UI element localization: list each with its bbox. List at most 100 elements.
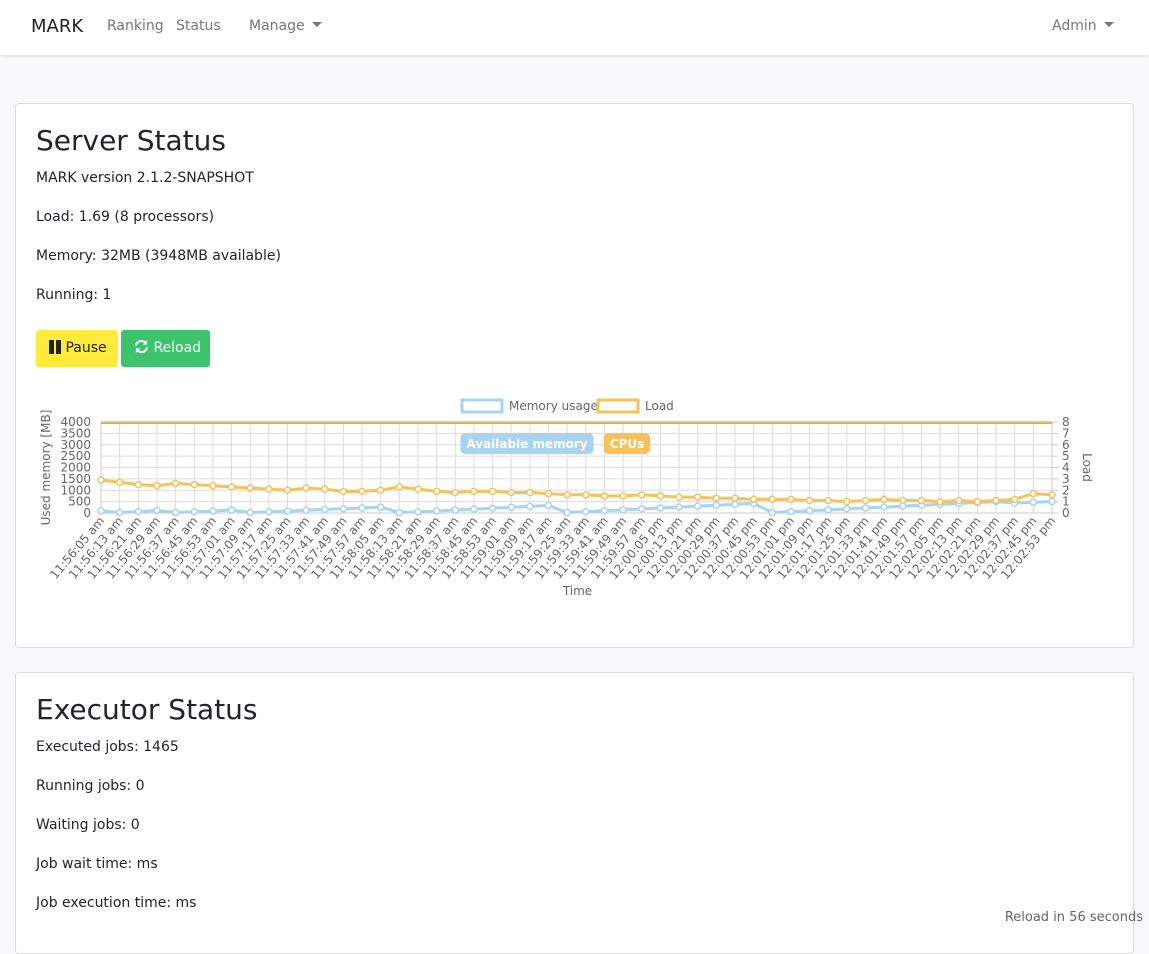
point: [395, 508, 404, 517]
point: [619, 492, 627, 500]
y2-tick-label: 6: [1062, 438, 1070, 452]
point: [526, 502, 534, 511]
navbar: MARK Ranking Status Manage Admin: [0, 0, 1149, 55]
point: [787, 507, 795, 516]
pause-button[interactable]: Pause: [36, 330, 118, 367]
y2-tick-label: 8: [1062, 415, 1070, 429]
point: [563, 491, 571, 499]
pause-icon: [49, 340, 61, 354]
point: [638, 491, 646, 499]
point: [97, 506, 105, 515]
point: [246, 508, 254, 517]
y-tick-label: 0: [83, 506, 91, 520]
point: [1010, 495, 1019, 504]
point: [339, 487, 348, 496]
point: [265, 485, 273, 493]
x-axis-title: Time: [562, 584, 592, 598]
user-menu[interactable]: Admin: [1052, 18, 1114, 34]
point: [973, 497, 982, 506]
point: [936, 497, 944, 506]
point: [1048, 491, 1056, 499]
point: [787, 495, 795, 504]
info: Job execution time: ms: [36, 895, 197, 911]
y-tick-label: 500: [68, 495, 91, 509]
y-tick-label: 3000: [60, 438, 91, 452]
info: MARK version 2.1.2-SNAPSHOT: [36, 170, 254, 186]
point: [358, 487, 366, 496]
nav-dropdown[interactable]: Manage: [249, 18, 322, 34]
point: [470, 487, 478, 496]
point: [544, 501, 553, 510]
info: Executed jobs: 1465: [36, 739, 179, 755]
point: [861, 496, 870, 505]
point: [358, 504, 366, 512]
point: [190, 480, 198, 489]
label: Reload: [153, 340, 202, 356]
point: [1029, 498, 1038, 507]
point: [321, 485, 329, 493]
point: [880, 495, 888, 504]
point: [731, 500, 739, 509]
point: [227, 506, 236, 514]
point: [861, 504, 870, 512]
point: [432, 507, 441, 515]
point: [488, 504, 497, 512]
series-line: [100, 478, 1053, 504]
point: [246, 484, 254, 492]
reload-button[interactable]: Reload: [121, 330, 210, 367]
legend-label: Memory usage: [509, 399, 598, 413]
info: Running jobs: 0: [36, 778, 145, 794]
point: [731, 494, 739, 502]
point: [302, 484, 310, 492]
y2-tick-label: 7: [1062, 426, 1070, 440]
annotation-label: CPUs: [610, 437, 645, 451]
point: [302, 506, 310, 515]
point: [376, 486, 385, 494]
point: [600, 506, 609, 515]
label: Pause: [65, 340, 107, 356]
point: [805, 506, 814, 515]
point: [470, 505, 478, 513]
legend-label: Load: [645, 399, 674, 413]
nav-link[interactable]: Ranking: [107, 18, 164, 34]
point: [507, 488, 515, 497]
info: Memory: 32MB (3948MB available): [36, 248, 281, 264]
point: [283, 507, 292, 515]
point: [656, 492, 665, 500]
point: [134, 507, 143, 516]
point: [376, 503, 385, 511]
point: [488, 487, 497, 496]
nav-link[interactable]: Status: [176, 18, 221, 34]
point: [153, 481, 161, 490]
reload-countdown: Reload in 56 seconds: [1004, 910, 1143, 925]
point: [115, 508, 124, 517]
point: [507, 503, 515, 512]
point: [880, 503, 888, 511]
y2-axis-title: Load: [1080, 453, 1094, 482]
point: [656, 504, 665, 512]
point: [712, 501, 721, 510]
point: [843, 505, 851, 513]
y2-tick-label: 1: [1062, 495, 1070, 509]
annotation-box: [603, 433, 651, 454]
point: [526, 488, 534, 497]
brand[interactable]: MARK: [31, 16, 84, 37]
y-tick-label: 2000: [60, 461, 91, 475]
point: [414, 485, 422, 493]
point: [283, 486, 292, 494]
y-tick-label: 2500: [60, 449, 91, 463]
point: [190, 508, 198, 516]
point: [917, 496, 926, 505]
point: [115, 478, 124, 487]
point: [992, 496, 1000, 505]
executor-card: Executor Status Executed jobs: 1465 Runn…: [15, 672, 1134, 954]
y-tick-label: 4000: [60, 415, 91, 429]
server-card: Server Status MARK version 2.1.2-SNAPSHO…: [15, 103, 1134, 648]
y2-tick-label: 3: [1062, 472, 1070, 486]
point: [824, 496, 832, 505]
point: [97, 476, 105, 484]
point: [1048, 497, 1056, 506]
reload-icon: [134, 339, 149, 354]
y2-tick-label: 0: [1062, 506, 1070, 520]
